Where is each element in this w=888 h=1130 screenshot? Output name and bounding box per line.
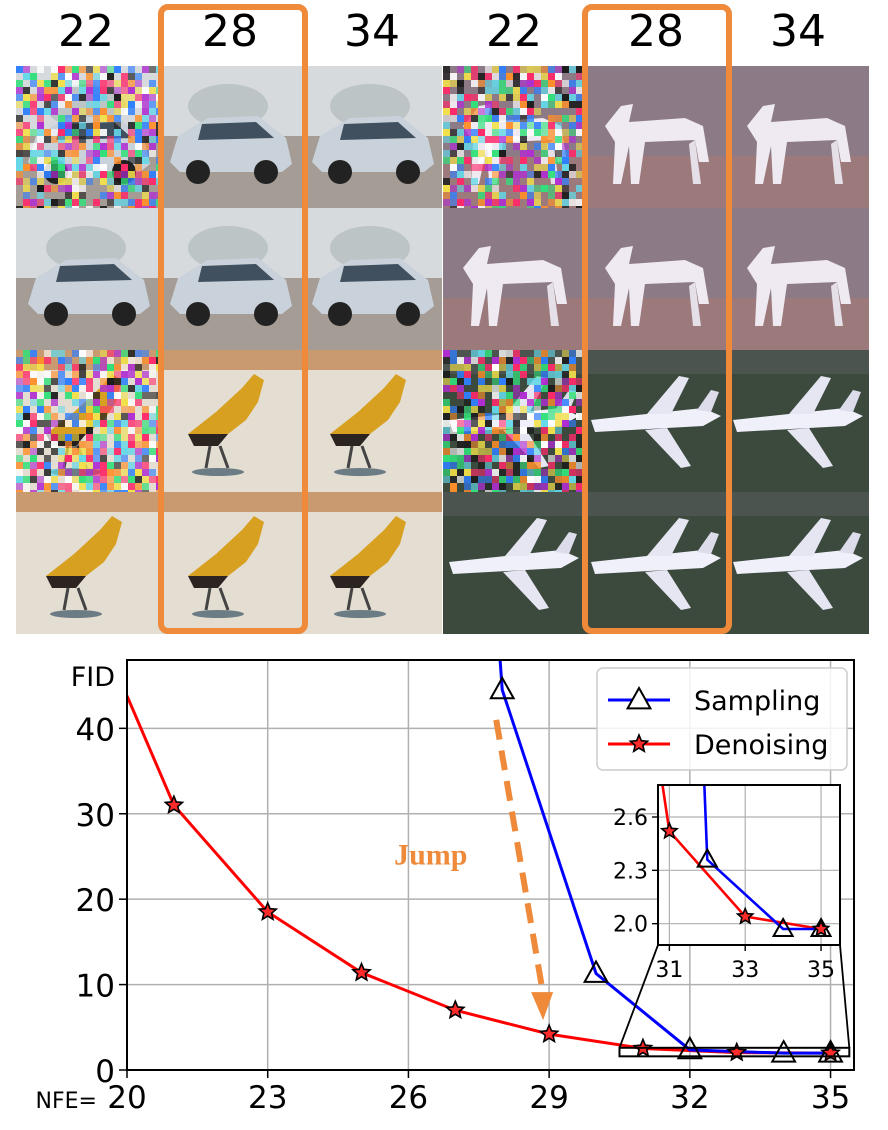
x-tick-label: 32 bbox=[670, 1080, 709, 1116]
x-tick-label: 23 bbox=[248, 1080, 287, 1116]
inset-sampling-line bbox=[703, 785, 822, 931]
clean-sample-image bbox=[300, 208, 442, 350]
inset-denoising-point bbox=[659, 821, 679, 840]
jump-annotation: Jump bbox=[394, 838, 467, 871]
legend-label: Denoising bbox=[694, 730, 828, 761]
clean-sample-image bbox=[16, 208, 158, 350]
clean-sample-image bbox=[443, 492, 585, 634]
inset-denoising-line bbox=[661, 785, 822, 931]
denoising-point bbox=[350, 961, 373, 982]
clean-sample-image bbox=[443, 208, 585, 350]
inset-frame bbox=[657, 784, 841, 946]
y-axis-label: FID bbox=[71, 662, 115, 693]
clean-sample-image bbox=[727, 208, 869, 350]
clean-sample-image bbox=[158, 208, 300, 350]
x-axis-label: NFE= bbox=[36, 1089, 97, 1114]
inset-y-tick-label: 2.3 bbox=[613, 859, 648, 884]
clean-sample-image bbox=[158, 66, 300, 208]
clean-sample-image bbox=[300, 492, 442, 634]
y-tick-label: 10 bbox=[76, 969, 115, 1005]
denoising-point bbox=[820, 1042, 842, 1063]
clean-sample-image bbox=[300, 66, 442, 208]
sampling-point bbox=[770, 1039, 797, 1063]
column-label: 28 bbox=[628, 6, 684, 57]
plot-frame bbox=[126, 659, 855, 1071]
x-tick-label: 29 bbox=[529, 1080, 568, 1116]
clean-sample-image bbox=[727, 492, 869, 634]
jump-arrow bbox=[493, 719, 547, 995]
legend-sampling-marker bbox=[625, 685, 653, 710]
sample-image-grid: 22 28 34 22 28 34 bbox=[16, 4, 869, 634]
inset-x-tick-label: 31 bbox=[655, 958, 683, 983]
clean-sample-image bbox=[585, 492, 727, 634]
fid-chart: 0 10 20 30 40 20 23 26 29 32 35 NFE= FID Jump Sampling… bbox=[0, 640, 888, 1126]
legend: Sampling Denoising bbox=[596, 667, 848, 771]
clean-sample-image bbox=[16, 492, 158, 634]
clean-sample-image bbox=[158, 492, 300, 634]
y-tick-label: 40 bbox=[76, 712, 115, 748]
denoising-point bbox=[726, 1041, 748, 1062]
y-tick-label: 0 bbox=[95, 1054, 115, 1090]
x-tick-label: 26 bbox=[389, 1080, 428, 1116]
jump-arrowhead bbox=[531, 992, 554, 1021]
sampling-point bbox=[582, 959, 610, 983]
column-label: 28 bbox=[202, 6, 258, 57]
clean-sample-image bbox=[585, 66, 727, 208]
zoom-region-box bbox=[618, 1046, 851, 1058]
clean-sample-image bbox=[300, 350, 442, 492]
inset-y-tick-label: 2.6 bbox=[613, 806, 648, 831]
legend-denoising-marker bbox=[628, 732, 650, 753]
noisy-sample-image bbox=[443, 350, 585, 492]
highlight-box-28-left bbox=[158, 4, 308, 634]
denoising-point bbox=[444, 999, 466, 1020]
noisy-sample-image bbox=[16, 66, 158, 208]
clean-sample-image bbox=[585, 208, 727, 350]
highlight-box-28-right bbox=[582, 4, 732, 634]
y-tick-label: 20 bbox=[76, 883, 115, 919]
denoising-point bbox=[538, 1023, 560, 1044]
column-label: 34 bbox=[344, 6, 400, 57]
noisy-sample-image bbox=[443, 66, 585, 208]
inset-denoising-point bbox=[811, 918, 831, 938]
inset-sampling-point bbox=[696, 847, 719, 868]
zoom-connector bbox=[618, 944, 659, 1049]
x-tick-label: 20 bbox=[107, 1080, 146, 1116]
inset-y-tick-label: 2.0 bbox=[613, 913, 648, 938]
clean-sample-image bbox=[158, 350, 300, 492]
inset-denoising-point bbox=[735, 906, 755, 925]
fid-chart-svg: 0 10 20 30 40 20 23 26 29 32 35 NFE= FID Jump Sampling… bbox=[36, 659, 855, 1116]
zoom-connector bbox=[839, 944, 851, 1048]
inset-chart bbox=[658, 785, 840, 945]
inset-x-tick-label: 35 bbox=[807, 958, 835, 983]
y-tick-label: 30 bbox=[76, 798, 115, 834]
legend-label: Sampling bbox=[694, 686, 820, 717]
clean-sample-image bbox=[585, 350, 727, 492]
inset-sampling-point bbox=[771, 916, 795, 937]
denoising-point bbox=[257, 900, 279, 921]
inset-x-tick-label: 33 bbox=[731, 958, 759, 983]
clean-sample-image bbox=[727, 350, 869, 492]
column-label: 34 bbox=[770, 6, 826, 57]
denoising-point bbox=[163, 794, 185, 815]
sampling-point bbox=[489, 675, 516, 700]
x-tick-label: 35 bbox=[811, 1080, 850, 1116]
noisy-sample-image bbox=[16, 350, 158, 492]
clean-sample-image bbox=[727, 66, 869, 208]
column-label: 22 bbox=[486, 6, 542, 57]
column-label: 22 bbox=[58, 6, 114, 57]
